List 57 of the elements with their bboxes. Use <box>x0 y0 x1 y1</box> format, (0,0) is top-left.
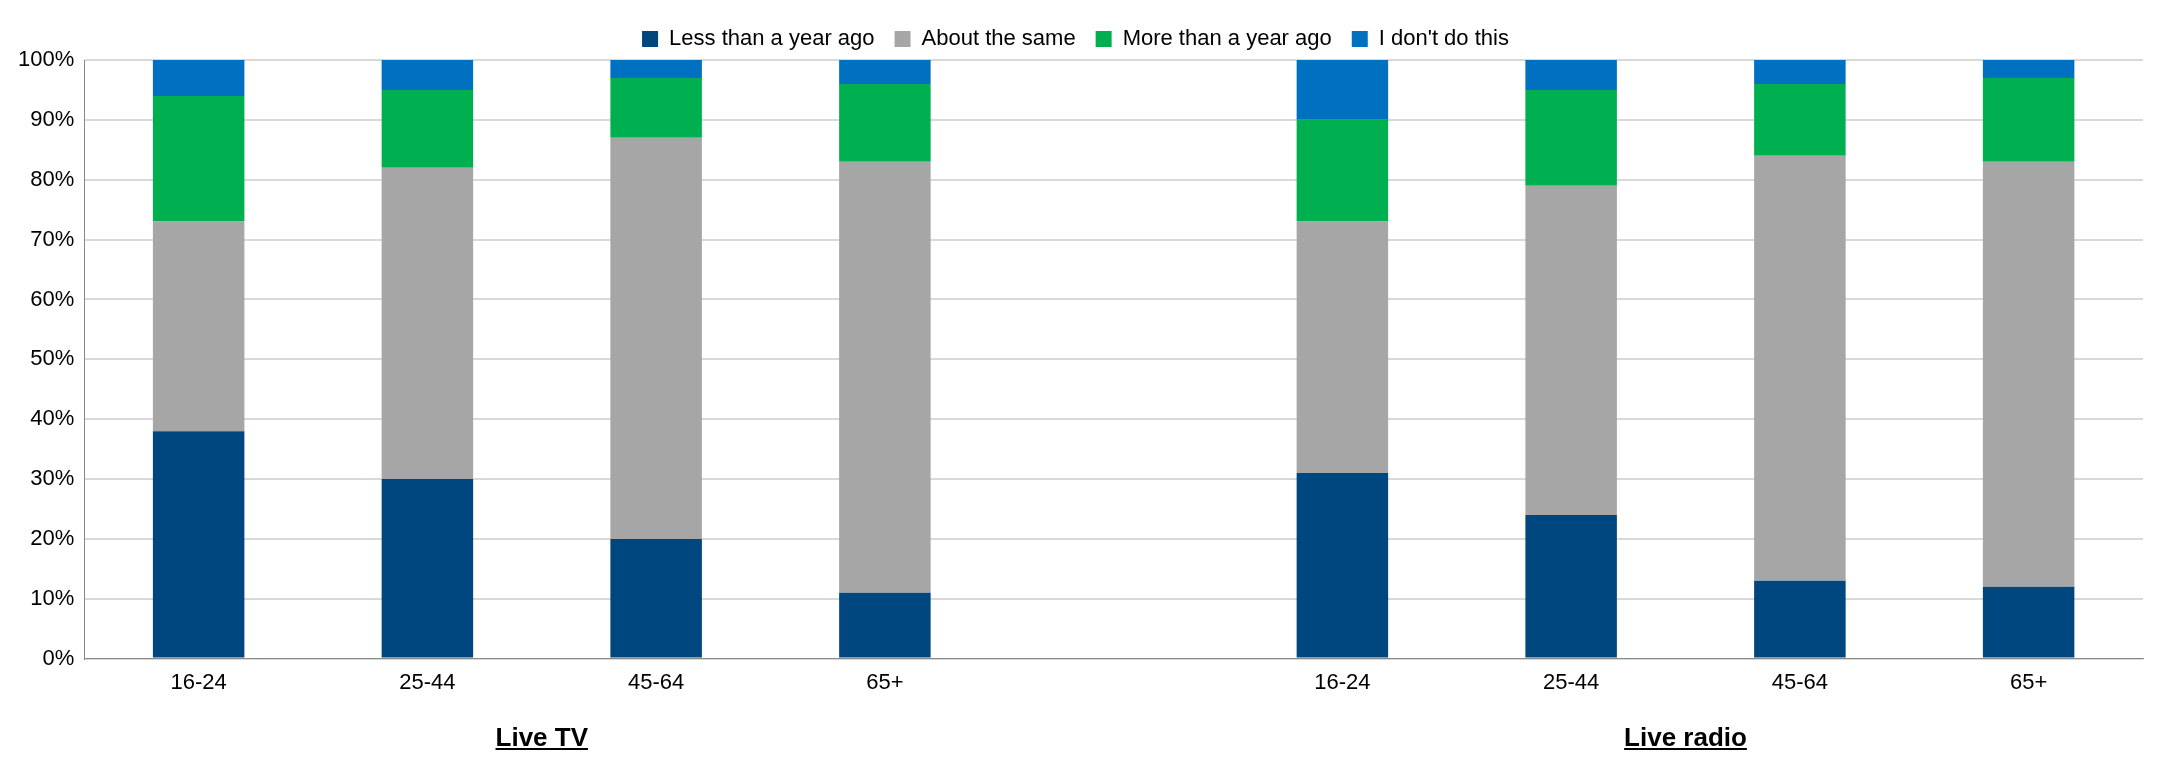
bar <box>1754 580 1846 658</box>
bar <box>610 77 702 138</box>
bar <box>1296 60 1389 120</box>
bar <box>1982 586 2075 658</box>
legend-label: About the same <box>921 25 1076 51</box>
bar <box>1754 83 1846 156</box>
x-tick-label: 65+ <box>866 668 904 694</box>
bar <box>1525 185 1617 515</box>
y-tick-label: 50% <box>30 345 75 371</box>
y-tick-label: 70% <box>30 225 75 251</box>
x-tick-label: 25-44 <box>1542 668 1600 694</box>
bar <box>610 60 702 78</box>
y-tick-label: 80% <box>30 165 75 191</box>
x-tick-label: 65+ <box>2009 668 2048 694</box>
bar <box>1982 60 2075 78</box>
bar <box>1754 60 1846 84</box>
bar <box>610 137 702 539</box>
bar <box>1982 161 2075 587</box>
bar <box>381 167 474 480</box>
x-tick-label: 45-64 <box>1771 668 1829 694</box>
bar <box>839 592 931 658</box>
bar <box>152 431 245 658</box>
y-tick-label: 40% <box>30 405 75 431</box>
bar <box>839 60 931 84</box>
x-tick-label: 45-64 <box>628 668 685 694</box>
bar <box>381 89 474 168</box>
y-tick-label: 100% <box>17 46 75 72</box>
bar <box>1754 155 1846 581</box>
y-tick-label: 60% <box>30 285 75 311</box>
bar <box>1982 77 2075 162</box>
y-tick-label: 30% <box>30 465 75 491</box>
bar <box>1296 473 1389 658</box>
bar <box>1296 119 1389 222</box>
bar <box>1525 60 1617 90</box>
bar <box>610 538 702 658</box>
y-tick-label: 0% <box>42 644 75 670</box>
bar <box>152 95 245 222</box>
bar <box>1296 221 1389 474</box>
legend-label: More than a year ago <box>1122 25 1332 51</box>
x-tick-label: 16-24 <box>1314 668 1371 694</box>
x-tick-label: 25-44 <box>399 668 456 694</box>
x-tick-label: 16-24 <box>170 668 227 694</box>
bar <box>152 60 245 96</box>
text: Live TV <box>495 722 589 753</box>
bar <box>152 221 245 432</box>
bar <box>1525 514 1617 658</box>
bar <box>839 161 931 593</box>
bar <box>839 83 931 162</box>
y-tick-label: 90% <box>30 105 75 131</box>
text: Live radio <box>1624 722 1747 753</box>
y-tick-label: 20% <box>30 524 75 550</box>
bar <box>381 479 474 658</box>
bar <box>381 60 474 90</box>
legend-label: Less than a year ago <box>669 25 875 51</box>
y-tick-label: 10% <box>30 584 75 610</box>
legend-label: I don't do this <box>1378 25 1509 51</box>
bar <box>1525 89 1617 186</box>
